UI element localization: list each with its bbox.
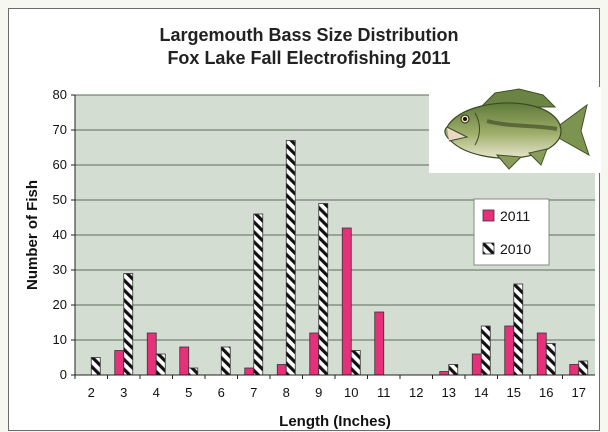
- bar-2011-16: [536, 332, 547, 376]
- bar-2010-8: [285, 140, 296, 376]
- bar-2010-9: [318, 203, 329, 376]
- y-tick-label: 40: [53, 227, 67, 242]
- bar-2010-3: [123, 273, 134, 376]
- bar-2010-17: [578, 360, 589, 376]
- bar-2011-17: [569, 364, 580, 376]
- bass-size-bar-chart: Largemouth Bass Size Distribution Fox La…: [24, 25, 601, 430]
- bar-2011-5: [179, 346, 190, 376]
- x-tick-label: 2: [88, 385, 95, 400]
- x-tick-label: 7: [250, 385, 257, 400]
- y-tick-label: 50: [53, 192, 67, 207]
- y-tick-label: 30: [53, 262, 67, 277]
- x-tick-label: 5: [185, 385, 192, 400]
- x-tick-label: 9: [315, 385, 322, 400]
- bar-2011-7: [244, 367, 255, 376]
- bar-2011-13: [439, 371, 450, 376]
- bar-2010-4: [155, 353, 166, 376]
- y-axis-ticks: 0 10 20 30 40 50 60 70 80: [53, 87, 75, 382]
- bar-2010-5: [188, 367, 199, 376]
- bar-2010-2: [90, 357, 101, 376]
- y-tick-label: 70: [53, 122, 67, 137]
- x-tick-label: 17: [572, 385, 586, 400]
- legend-label-2011: 2011: [500, 208, 530, 224]
- y-tick-label: 0: [60, 367, 67, 382]
- x-tick-label: 13: [442, 385, 456, 400]
- bars: [90, 140, 589, 376]
- y-tick-label: 10: [53, 332, 67, 347]
- bar-2010-14: [480, 325, 491, 376]
- x-tick-label: 15: [507, 385, 521, 400]
- chart-title-line-2: Fox Lake Fall Electrofishing 2011: [167, 48, 450, 68]
- x-axis-title: Length (Inches): [279, 413, 391, 430]
- bar-2010-10: [350, 350, 361, 376]
- legend-label-2010: 2010: [500, 241, 531, 257]
- bar-2011-3: [114, 350, 125, 376]
- legend-swatch-2011: [482, 209, 495, 222]
- x-tick-label: 8: [283, 385, 290, 400]
- y-tick-label: 60: [53, 157, 67, 172]
- x-tick-label: 11: [377, 385, 391, 400]
- x-tick-label: 4: [153, 385, 160, 400]
- bar-2011-14: [471, 353, 482, 376]
- y-tick-label: 20: [53, 297, 67, 312]
- bar-2010-7: [253, 213, 264, 376]
- legend: 2011 2010: [473, 198, 550, 266]
- bar-2011-15: [504, 325, 515, 376]
- x-tick-label: 10: [344, 385, 358, 400]
- x-tick-label: 6: [218, 385, 225, 400]
- bar-2011-10: [341, 227, 352, 376]
- y-axis-title: Number of Fish: [24, 180, 41, 290]
- chart-figure: Largemouth Bass Size Distribution Fox La…: [8, 8, 601, 431]
- bar-2010-15: [513, 283, 524, 376]
- bar-2011-9: [309, 332, 320, 376]
- x-tick-label: 16: [539, 385, 553, 400]
- largemouth-bass-fish-icon: [429, 87, 601, 173]
- x-tick-label: 12: [409, 385, 423, 400]
- bar-2010-13: [448, 364, 459, 376]
- x-tick-label: 14: [474, 385, 488, 400]
- x-axis-ticks: 2 3 4 5 6 7 8 9 10 11 12 13 14 15 16 17: [74, 375, 586, 400]
- bar-2010-6: [220, 346, 231, 376]
- bar-2011-11: [374, 311, 385, 376]
- chart-title-line-1: Largemouth Bass Size Distribution: [159, 25, 458, 45]
- y-tick-label: 80: [53, 87, 67, 102]
- bar-2011-4: [146, 332, 157, 376]
- legend-swatch-2010: [482, 242, 495, 255]
- x-tick-label: 3: [120, 385, 127, 400]
- bar-2010-16: [545, 343, 556, 376]
- bar-2011-8: [276, 364, 287, 376]
